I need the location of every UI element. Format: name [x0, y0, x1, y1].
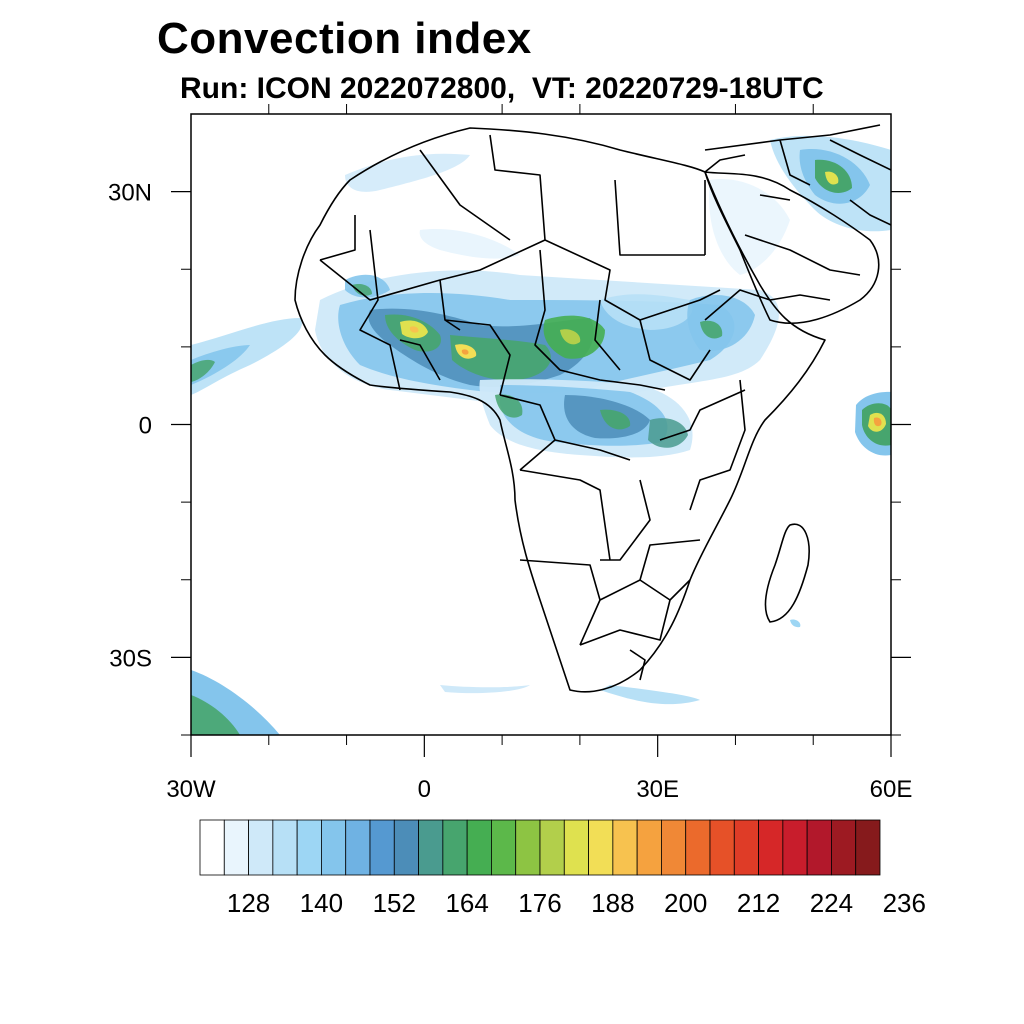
- ethiopia-green: [700, 320, 723, 339]
- turkey-levant: [704, 124, 881, 186]
- x-tick-label: 60E: [870, 776, 913, 803]
- colorbar-swatch: [491, 819, 517, 876]
- y-tick-label: 0: [139, 413, 152, 440]
- colorbar-swatch: [806, 819, 832, 876]
- middle-east-yellow: [825, 171, 839, 185]
- north-africa-coast: [345, 153, 470, 192]
- y-tick-label: 30S: [109, 645, 152, 672]
- colorbar-swatch: [515, 819, 541, 876]
- colorbar-swatch: [199, 819, 225, 876]
- atlantic-plume: [191, 318, 302, 395]
- colorbar-swatch: [321, 819, 347, 876]
- colorbar-label: 200: [664, 888, 707, 918]
- colorbar-swatch: [588, 819, 614, 876]
- colorbar-label: 152: [373, 888, 416, 918]
- gabon-cells: [495, 394, 523, 418]
- colorbar: 128 140 152 164 176 188 200 212 224 236: [199, 819, 926, 918]
- border-central: [499, 394, 651, 561]
- colorbar-swatch: [345, 819, 371, 876]
- colorbar-swatch: [758, 819, 784, 876]
- ethiopia-cells: [687, 295, 755, 351]
- colorbar-swatch: [563, 819, 589, 876]
- sahel-yellow-3: [560, 329, 581, 345]
- colorbar-label: 212: [737, 888, 780, 918]
- colorbar-swatch: [612, 819, 638, 876]
- convection-field: [191, 135, 891, 735]
- colorbar-swatch: [442, 819, 468, 876]
- sahel-green-c: [450, 335, 551, 381]
- colorbar-label: 164: [445, 888, 488, 918]
- colorbar-swatch: [466, 819, 492, 876]
- colorbar-swatch: [393, 819, 419, 876]
- colorbar-swatch: [661, 819, 687, 876]
- border-chad-sudan: [534, 249, 711, 391]
- border-libya-egypt: [614, 179, 706, 256]
- colorbar-label: 176: [518, 888, 561, 918]
- colorbar-swatch: [223, 819, 249, 876]
- chart-title: Convection index: [157, 14, 532, 63]
- iran: [829, 139, 891, 226]
- x-tick-label: 30E: [636, 776, 679, 803]
- colorbar-label: 140: [300, 888, 343, 918]
- colorbar-swatch: [831, 819, 857, 876]
- y-tick-label: 30N: [108, 180, 152, 207]
- colorbar-swatch: [539, 819, 565, 876]
- x-tick-label: 0: [418, 776, 431, 803]
- nile-streak: [600, 294, 693, 330]
- africa-coastline: [294, 127, 826, 693]
- map-axes: 30W 0 30E 60E 30N 0 30S: [108, 104, 912, 803]
- madagascar: [764, 523, 810, 623]
- south-streak-1: [440, 685, 530, 694]
- sahel-orange-2: [461, 349, 469, 355]
- colorbar-swatch: [369, 819, 395, 876]
- colorbar-swatch: [248, 819, 274, 876]
- border-west-africa: [359, 229, 511, 396]
- indian-ocean-orange: [873, 417, 882, 427]
- colorbar-swatch: [296, 819, 322, 876]
- colorbar-label: 128: [227, 888, 270, 918]
- colorbar-swatch: [733, 819, 759, 876]
- colorbar-swatch: [685, 819, 711, 876]
- country-borders: [294, 124, 891, 693]
- colorbar-label: 236: [883, 888, 926, 918]
- arabia-borders: [744, 194, 861, 301]
- border-southern: [519, 539, 701, 681]
- south-streak-3: [790, 619, 801, 628]
- x-tick-label: 30W: [166, 776, 216, 803]
- border-sahel: [319, 239, 721, 321]
- colorbar-swatch: [272, 819, 298, 876]
- arabia-wisps: [709, 179, 790, 275]
- south-streak-2: [600, 685, 700, 705]
- lake-victoria-cells: [648, 418, 688, 448]
- colorbar-swatch: [782, 819, 808, 876]
- sw-atlantic-green: [191, 695, 240, 735]
- colorbar-swatch: [636, 819, 662, 876]
- atlantic-plume-green: [191, 359, 215, 382]
- colorbar-label: 224: [810, 888, 853, 918]
- chart-subtitle: Run: ICON 2022072800, VT: 20220729-18UTC: [180, 72, 824, 105]
- border-maghreb: [319, 134, 546, 261]
- sahel-north-streak-g: [352, 284, 372, 296]
- arabia: [704, 171, 880, 324]
- sahel-orange-1: [409, 326, 419, 333]
- colorbar-swatch: [418, 819, 444, 876]
- atlantic-plume-core: [191, 345, 250, 385]
- colorbar-swatch: [709, 819, 735, 876]
- colorbar-swatch: [855, 819, 881, 876]
- colorbar-label: 188: [591, 888, 634, 918]
- sahara-wisps: [419, 229, 520, 259]
- central-green: [600, 409, 631, 430]
